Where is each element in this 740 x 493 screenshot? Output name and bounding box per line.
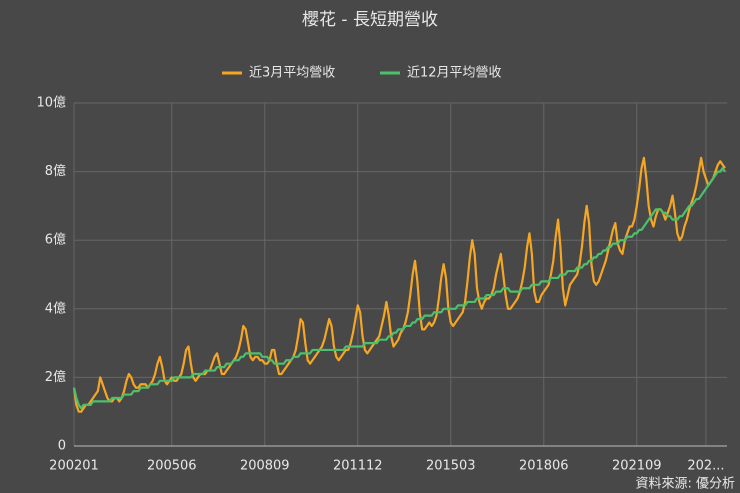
y-tick-label: 2億 [45, 369, 66, 385]
legend-label: 近12月平均營收 [407, 66, 502, 81]
y-tick-label: 6億 [45, 232, 66, 248]
y-tick-label: 4億 [45, 300, 66, 316]
series-line [72, 167, 726, 410]
x-tick-label: 202109 [612, 459, 662, 474]
legend-label: 近3月平均營收 [249, 66, 335, 81]
source-note: 資料來源: 優分析 [635, 477, 735, 492]
x-tick-label: 201503 [426, 459, 476, 474]
y-tick-label: 10億 [36, 95, 66, 111]
x-tick-label: 200201 [49, 459, 99, 474]
x-tick-label: 202... [687, 459, 724, 474]
chart-title: 櫻花 - 長短期營收 [302, 9, 438, 30]
series-line [72, 156, 726, 413]
x-tick-label: 201806 [519, 459, 569, 474]
y-tick-label: 8億 [45, 163, 66, 179]
x-tick-label: 201112 [333, 459, 383, 474]
x-tick-label: 200506 [147, 459, 197, 474]
y-tick-label: 0 [58, 439, 66, 454]
x-tick-label: 200809 [240, 459, 290, 474]
